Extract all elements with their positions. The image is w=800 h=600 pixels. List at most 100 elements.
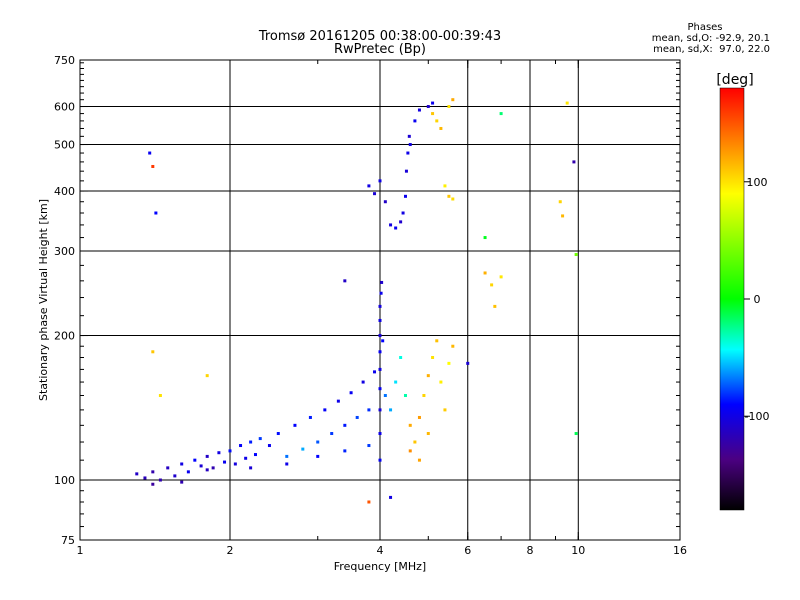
y-tick-label: 750 [54, 54, 75, 67]
data-point [408, 449, 412, 453]
data-point [228, 449, 232, 453]
data-point [367, 444, 371, 448]
data-point [361, 380, 365, 384]
data-point [154, 211, 158, 215]
data-point [343, 449, 347, 453]
data-point [490, 283, 494, 287]
data-point [316, 454, 320, 458]
data-point [403, 194, 407, 198]
data-point [205, 468, 209, 472]
data-point [380, 280, 384, 284]
data-point [435, 119, 439, 123]
data-point [151, 482, 155, 486]
phase-stats-x: mean, sd,X: 97.0, 22.0 [653, 44, 770, 55]
grid-lines [80, 60, 680, 540]
data-point [217, 451, 221, 455]
data-point [383, 200, 387, 204]
data-point [451, 98, 455, 102]
data-point [572, 160, 576, 164]
data-point [378, 458, 382, 462]
data-point [151, 350, 155, 354]
data-point [394, 380, 398, 384]
data-point [378, 367, 382, 371]
data-point [435, 339, 439, 343]
data-point [431, 355, 435, 359]
y-tick-label: 500 [54, 139, 75, 152]
data-point [180, 462, 184, 466]
data-point [180, 480, 184, 484]
data-point [373, 192, 377, 196]
data-point [426, 374, 430, 378]
plot-frame [79, 59, 681, 541]
y-tick-label: 200 [54, 330, 75, 343]
data-point [378, 304, 382, 308]
data-point [244, 456, 248, 460]
data-point [343, 279, 347, 283]
data-point [148, 151, 152, 155]
data-point [399, 220, 403, 224]
y-tick-label: 100 [54, 474, 75, 487]
data-point [431, 101, 435, 105]
data-point [239, 444, 243, 448]
x-tick-label: 16 [673, 544, 687, 557]
data-point [558, 200, 562, 204]
data-point [417, 108, 421, 112]
data-point [367, 408, 371, 412]
data-point [447, 361, 451, 365]
data-point [447, 105, 451, 109]
data-point [404, 169, 408, 173]
data-point [451, 344, 455, 348]
chart-title: Tromsø 20161205 00:38:00-00:39:43 [258, 29, 502, 44]
data-point [413, 440, 417, 444]
x-tick-label: 6 [464, 544, 471, 557]
data-point [493, 304, 497, 308]
x-tick-label: 8 [527, 544, 534, 557]
y-tick-label: 600 [54, 101, 75, 114]
data-point [447, 194, 451, 198]
data-point [417, 458, 421, 462]
data-point [378, 318, 382, 322]
phase-stats-legend: Phases mean, sd,O: -92.9, 20.1 mean, sd,… [600, 22, 770, 55]
y-tick-label: 400 [54, 185, 75, 198]
data-point [223, 460, 227, 464]
data-point [426, 432, 430, 436]
data-point [408, 423, 412, 427]
data-point [355, 415, 359, 419]
data-point [135, 472, 139, 476]
data-point [367, 500, 371, 504]
data-point [499, 112, 503, 116]
data-point [378, 408, 382, 412]
colorbar-ticks: 100 0 -100 [744, 176, 769, 423]
phase-stats-o: mean, sd,O: -92.9, 20.1 [651, 33, 770, 44]
x-tick-label: 2 [227, 544, 234, 557]
data-point [378, 350, 382, 354]
data-point [158, 478, 162, 482]
data-point [389, 495, 393, 499]
data-point [301, 447, 305, 451]
data-point [330, 432, 334, 436]
data-point [378, 334, 382, 338]
data-point [378, 179, 382, 183]
data-point [233, 462, 237, 466]
data-point [443, 408, 447, 412]
data-point [258, 437, 262, 441]
data-point [499, 275, 503, 279]
data-point [253, 453, 257, 457]
data-point [443, 184, 447, 188]
data-point [349, 391, 353, 395]
data-point [431, 112, 435, 116]
data-point [401, 211, 405, 215]
data-point [403, 394, 407, 398]
data-point [406, 151, 410, 155]
colorbar-tick-label: 0 [754, 293, 761, 306]
data-point [293, 423, 297, 427]
data-point [308, 415, 312, 419]
colorbar-tick-label: 100 [747, 176, 768, 189]
data-point [285, 454, 289, 458]
data-point [574, 432, 578, 436]
phase-stats-title: Phases [687, 22, 723, 33]
data-point [186, 470, 190, 474]
data-point [379, 291, 383, 295]
data-point [394, 226, 398, 230]
